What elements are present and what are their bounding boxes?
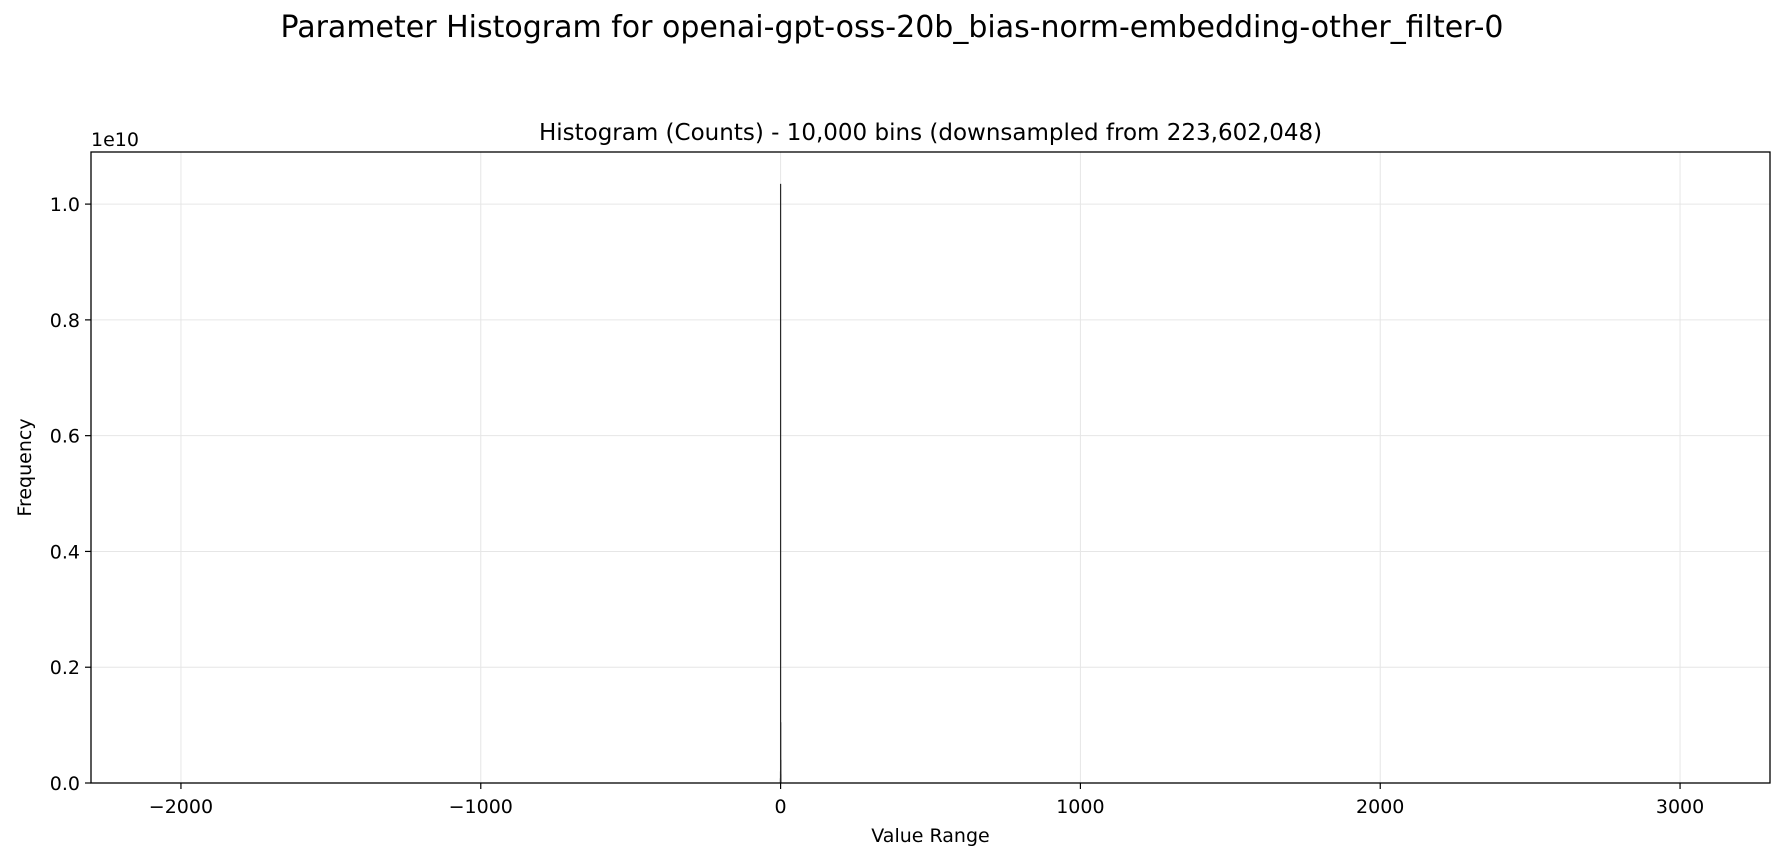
x-tick-label: −1000: [449, 796, 513, 818]
y-tick-label: 1.0: [50, 194, 80, 216]
y-tick-label: 0.0: [50, 773, 80, 795]
histogram-bar: [780, 779, 782, 783]
x-axis-label: Value Range: [871, 825, 989, 847]
plot-frame: [90, 151, 1771, 784]
x-tick-label: 3000: [1656, 796, 1704, 818]
y-tick-label: 0.6: [50, 426, 80, 448]
y-tick-label: 0.4: [50, 541, 80, 563]
histogram-bar: [780, 759, 782, 783]
y-axis-label: Frequency: [14, 418, 36, 516]
y-tick-label: 0.2: [50, 657, 80, 679]
y-tick-label: 0.8: [50, 310, 80, 332]
histogram-bar: [780, 722, 782, 783]
x-tick-label: 2000: [1356, 796, 1404, 818]
x-tick-label: −2000: [149, 796, 213, 818]
axis-ticks: −2000 −1000 0 1000 2000 3000 0.0 0.2 0.4 0.6 0.8 1.…: [50, 194, 1704, 818]
histogram-bar: [780, 774, 782, 783]
x-tick-label: 0: [775, 796, 787, 818]
histogram-bar: [779, 183, 782, 783]
y-axis-offset-text: 1e10: [91, 129, 139, 151]
x-tick-label: 1000: [1056, 796, 1104, 818]
figure-title: Parameter Histogram for openai-gpt-oss-2…: [280, 10, 1504, 45]
histogram-bars: [779, 183, 782, 783]
plot-title: Histogram (Counts) - 10,000 bins (downsa…: [539, 120, 1322, 146]
grid-lines: [91, 152, 1770, 784]
